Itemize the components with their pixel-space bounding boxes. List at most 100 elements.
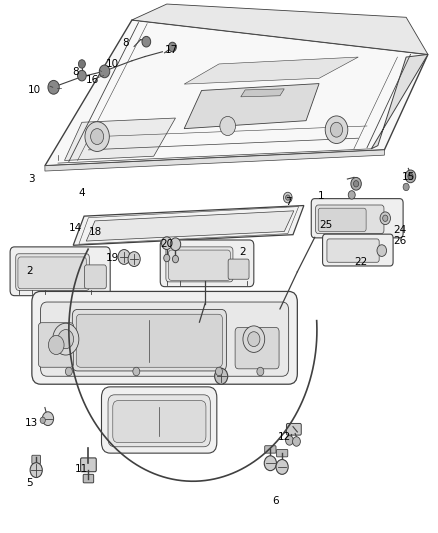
Polygon shape [86,211,294,241]
Circle shape [162,237,172,249]
Circle shape [348,191,355,199]
Circle shape [286,195,290,200]
Text: 15: 15 [402,172,415,182]
FancyBboxPatch shape [76,314,223,367]
Circle shape [142,36,151,47]
FancyBboxPatch shape [318,208,366,231]
Circle shape [276,459,288,474]
FancyBboxPatch shape [72,310,226,371]
Text: 26: 26 [393,236,406,246]
FancyBboxPatch shape [41,302,289,376]
FancyBboxPatch shape [18,257,86,289]
Circle shape [65,367,72,376]
FancyBboxPatch shape [169,250,230,280]
Text: 19: 19 [106,253,119,263]
Polygon shape [371,54,428,149]
Circle shape [40,417,46,423]
Text: 25: 25 [319,220,332,230]
Text: 10: 10 [28,85,41,95]
Text: 3: 3 [28,174,35,184]
Polygon shape [184,57,358,84]
Circle shape [353,181,359,187]
FancyBboxPatch shape [102,387,217,453]
Text: 8: 8 [122,38,129,48]
Circle shape [248,332,260,346]
FancyBboxPatch shape [81,458,96,472]
Text: 16: 16 [86,75,99,85]
Circle shape [85,122,110,151]
Text: 2: 2 [240,247,246,257]
FancyBboxPatch shape [286,423,301,435]
FancyBboxPatch shape [85,265,106,289]
Text: 18: 18 [88,227,102,237]
Text: 22: 22 [354,257,367,267]
Text: 24: 24 [393,225,406,236]
Circle shape [53,323,79,355]
Polygon shape [45,20,428,166]
Circle shape [170,238,181,251]
Polygon shape [184,84,319,128]
Circle shape [403,183,409,191]
Circle shape [330,122,343,137]
Polygon shape [64,118,176,160]
FancyBboxPatch shape [32,455,41,464]
Circle shape [58,329,74,349]
Polygon shape [241,89,284,97]
FancyBboxPatch shape [276,449,288,457]
Circle shape [78,60,85,68]
Circle shape [264,456,276,471]
Text: 11: 11 [75,464,88,474]
Circle shape [99,65,110,78]
Circle shape [405,170,416,183]
Polygon shape [132,4,428,54]
Text: 7: 7 [285,197,292,207]
Circle shape [220,116,236,135]
Circle shape [380,212,391,224]
Text: 12: 12 [278,432,291,442]
Circle shape [351,177,361,190]
Circle shape [164,254,170,262]
Circle shape [286,435,293,445]
FancyBboxPatch shape [265,446,276,453]
Text: 2: 2 [26,266,33,276]
Circle shape [128,252,140,266]
FancyBboxPatch shape [311,199,403,238]
FancyBboxPatch shape [228,259,249,279]
Circle shape [293,437,300,446]
Text: 5: 5 [26,478,33,488]
Text: 8: 8 [72,67,79,77]
FancyBboxPatch shape [322,234,393,266]
FancyBboxPatch shape [113,401,206,442]
Circle shape [118,249,130,264]
Circle shape [42,412,53,425]
Text: 14: 14 [69,223,82,233]
Circle shape [215,367,223,376]
Text: 13: 13 [25,418,39,428]
Circle shape [377,245,387,256]
Text: 6: 6 [272,496,279,506]
Circle shape [30,463,42,478]
FancyBboxPatch shape [316,205,384,233]
FancyBboxPatch shape [83,474,94,483]
FancyBboxPatch shape [39,322,74,367]
Circle shape [408,173,413,180]
Circle shape [133,367,140,376]
Text: 10: 10 [106,59,119,69]
Polygon shape [73,206,304,245]
Circle shape [257,367,264,376]
Circle shape [169,42,177,52]
Text: 1: 1 [318,191,325,201]
Circle shape [91,128,104,144]
Circle shape [243,326,265,352]
Circle shape [215,368,228,384]
Text: 20: 20 [160,239,173,249]
Text: 4: 4 [78,188,85,198]
Circle shape [78,70,86,81]
Text: 17: 17 [165,45,178,55]
FancyBboxPatch shape [16,254,89,290]
Circle shape [173,255,179,263]
Circle shape [283,192,292,203]
FancyBboxPatch shape [327,239,379,262]
Circle shape [325,116,348,143]
FancyBboxPatch shape [108,395,210,447]
